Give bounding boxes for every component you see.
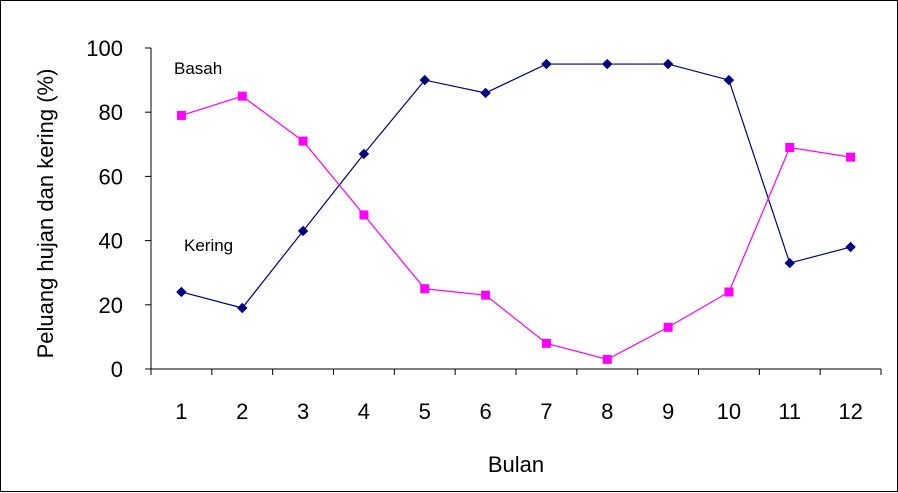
y-tick-label: 60	[99, 164, 123, 189]
x-tick-label: 5	[419, 399, 431, 424]
y-tick-label: 20	[99, 293, 123, 318]
point-kering	[481, 290, 491, 300]
x-tick-label: 9	[662, 399, 674, 424]
point-basah	[176, 286, 187, 298]
x-tick-label: 2	[236, 399, 248, 424]
point-kering	[420, 284, 430, 294]
x-axis-title: Bulan	[488, 452, 544, 477]
series-line-basah	[181, 63, 851, 309]
x-tick-label: 11	[778, 399, 801, 424]
y-axis-title: Peluang hujan dan kering (%)	[33, 69, 58, 359]
point-basah	[723, 74, 735, 86]
x-tick-label: 8	[601, 399, 613, 424]
point-basah	[237, 302, 248, 314]
series-lines	[181, 63, 851, 361]
point-kering	[359, 210, 369, 220]
y-tick-label: 40	[99, 229, 123, 254]
point-kering	[663, 322, 673, 332]
x-ticks: 1 2 3 4 5 6 7 8 9 10 11 12	[150, 369, 882, 424]
point-basah	[297, 225, 309, 237]
x-tick-label: 10	[717, 399, 741, 424]
series-line-kering	[181, 95, 851, 361]
point-basah	[602, 58, 613, 70]
series-markers	[176, 58, 856, 364]
point-basah	[419, 74, 430, 86]
point-kering	[846, 152, 856, 162]
y-tick-label: 100	[86, 36, 123, 61]
point-basah	[480, 87, 491, 99]
plot-area	[151, 48, 881, 369]
point-basah	[845, 241, 856, 253]
x-tick-label: 12	[838, 399, 862, 424]
point-kering	[785, 143, 795, 153]
y-ticks: 0 20 40 60 80 100	[86, 36, 151, 382]
x-tick-label: 1	[175, 399, 187, 424]
point-kering	[724, 287, 734, 297]
annotation-basah: Basah	[174, 59, 222, 78]
point-kering	[237, 91, 247, 101]
point-basah	[784, 257, 795, 269]
x-tick-label: 3	[297, 399, 309, 424]
point-kering	[541, 338, 551, 348]
x-tick-label: 4	[358, 399, 370, 424]
x-tick-label: 6	[479, 399, 491, 424]
point-kering	[298, 136, 308, 146]
annotation-kering: Kering	[184, 236, 233, 255]
point-basah	[662, 58, 674, 70]
y-tick-label: 0	[111, 357, 123, 382]
y-tick-label: 80	[99, 100, 123, 125]
point-basah	[541, 58, 552, 70]
x-tick-label: 7	[540, 399, 552, 424]
point-kering	[602, 354, 612, 364]
point-basah	[358, 148, 370, 160]
point-kering	[176, 110, 186, 120]
